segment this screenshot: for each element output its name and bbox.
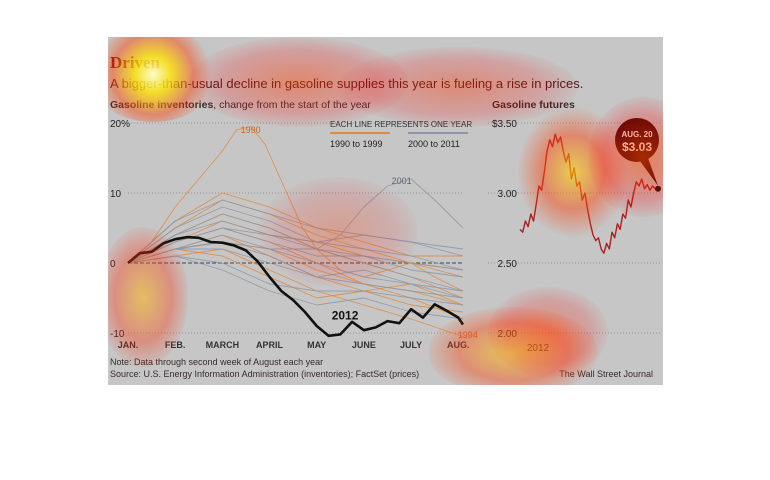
futures-endpoint xyxy=(655,185,661,192)
source-line: Source: U.S. Energy Information Administ… xyxy=(110,369,420,379)
y-tick-label: $3.50 xyxy=(492,119,517,130)
x-tick-label: MAY xyxy=(307,340,326,350)
y-tick-label: 20% xyxy=(110,119,130,130)
series-line-1997 xyxy=(127,192,463,264)
series-line-1990 xyxy=(127,126,464,292)
x-tick-label: APRIL xyxy=(256,340,284,350)
legend-title: EACH LINE REPRESENTS ONE YEAR xyxy=(330,120,472,129)
series-line-2005 xyxy=(127,206,464,271)
credit-line: The Wall Street Journal xyxy=(559,369,653,379)
x-axis-label: 2012 xyxy=(527,343,550,354)
series-annotation: 2012 xyxy=(332,309,359,323)
chart-title: Driven xyxy=(110,53,161,72)
series-line-1995 xyxy=(127,199,464,278)
x-tick-label: FEB. xyxy=(165,340,186,350)
left-panel-title-rest: , change from the start of the year xyxy=(213,99,371,111)
chart-figure: -10 0 10 20% JAN. FEB. MARCH APRIL MAY JUNE JULY AU… xyxy=(108,37,663,385)
series-line-2009 xyxy=(127,199,464,264)
left-panel-title: Gasoline inventories, change from the st… xyxy=(110,99,371,111)
x-tick-label: JUNE xyxy=(352,340,376,350)
callout-value: $3.03 xyxy=(622,140,652,154)
legend-label: 2000 to 2011 xyxy=(408,139,460,149)
series-line-1994 xyxy=(127,248,464,337)
y-tick-label: 3.00 xyxy=(498,189,518,200)
chart-subtitle: A bigger-than-usual decline in gasoline … xyxy=(110,76,584,91)
x-tick-label: JULY xyxy=(400,340,422,350)
x-tick-label: JAN. xyxy=(118,340,139,350)
x-tick-label: AUG. xyxy=(447,340,470,350)
series-line-2004 xyxy=(127,227,464,278)
series-line-1999 xyxy=(127,241,464,306)
series-annotation: 2001 xyxy=(392,176,412,186)
x-tick-label: MARCH xyxy=(206,340,240,350)
y-tick-label: 0 xyxy=(110,259,116,270)
series-line-2001 xyxy=(127,178,464,264)
y-tick-label: 2.50 xyxy=(498,259,518,270)
y-tick-label: -10 xyxy=(110,329,125,340)
right-panel-title: Gasoline futures xyxy=(492,99,575,111)
footnote: Note: Data through second week of August… xyxy=(110,357,324,367)
left-panel-title-bold: Gasoline inventories xyxy=(110,99,214,111)
series-line-2012 xyxy=(127,235,465,338)
callout-date: AUG. 20 xyxy=(621,130,653,139)
series-annotation: 1994 xyxy=(458,330,478,340)
series-annotation: 1990 xyxy=(241,125,261,135)
y-tick-label: 2.00 xyxy=(498,329,518,340)
legend-label: 1990 to 1999 xyxy=(330,139,383,149)
y-tick-label: 10 xyxy=(110,189,122,200)
